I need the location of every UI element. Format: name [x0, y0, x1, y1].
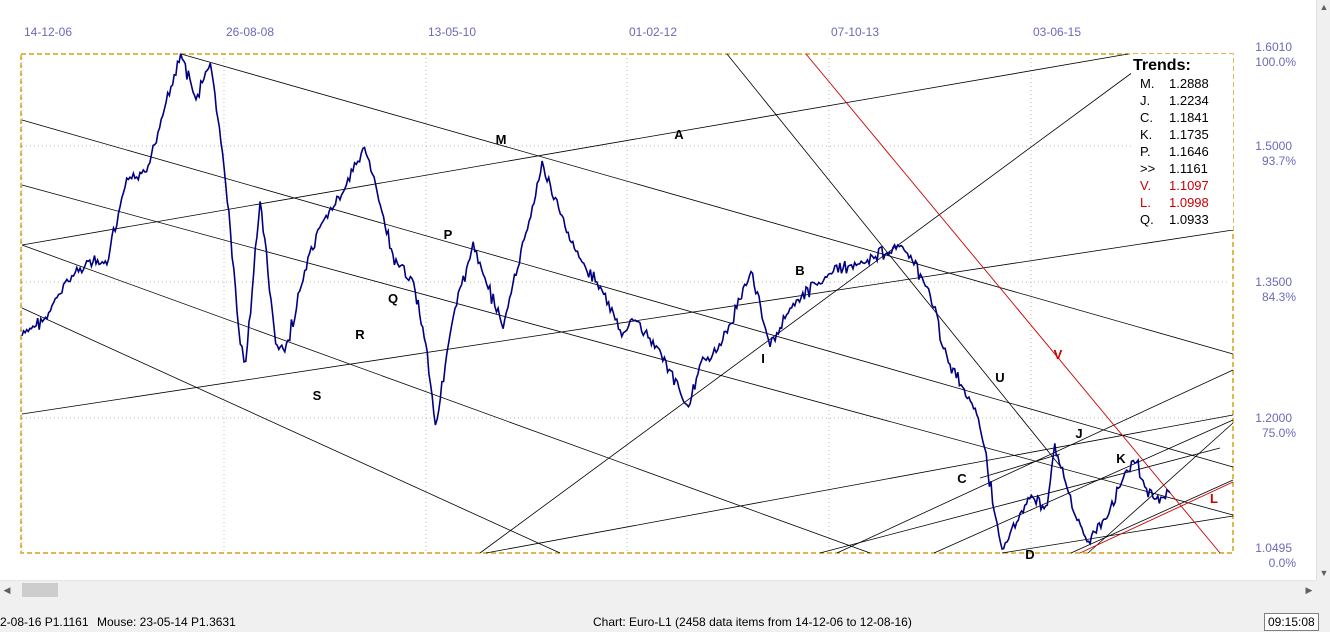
- trends-panel-bg: [1131, 54, 1233, 230]
- y-tick-percent-label: 93.7%: [1262, 154, 1296, 168]
- wave-label-c: C: [957, 471, 967, 486]
- wave-label-b: B: [795, 263, 804, 278]
- status-chart-info: Chart: Euro-L1 (2458 data items from 14-…: [593, 615, 912, 629]
- scroll-up-arrow-icon[interactable]: ▲: [1319, 2, 1329, 12]
- wave-label-j: J: [1075, 426, 1082, 441]
- chart-svg[interactable]: A M P Q R S B I C D U J K V L 14-12-06 26-08-08 13-05-10…: [0, 0, 1316, 580]
- red-trend-line: [805, 53, 1221, 554]
- channel-line: [1070, 479, 1234, 554]
- channel-line: [979, 453, 1061, 479]
- channel-line: [1001, 515, 1234, 554]
- status-mouse-readout: Mouse: 23-05-14 P1.3631: [97, 615, 236, 629]
- wave-label-d: D: [1025, 547, 1034, 562]
- channel-line: [21, 184, 1234, 516]
- channel-line: [819, 447, 1221, 554]
- wave-label-s: S: [313, 388, 322, 403]
- trend-value: 1.2888: [1169, 76, 1209, 91]
- wave-label-u: U: [995, 370, 1004, 385]
- trend-value: 1.1097: [1169, 178, 1209, 193]
- trend-key: V.: [1140, 178, 1151, 193]
- axis-layer: 14-12-06 26-08-08 13-05-10 01-02-12 07-10-13…: [24, 25, 1296, 570]
- channel-line: [1087, 422, 1234, 554]
- y-tick-price-label: 1.3500: [1255, 275, 1292, 289]
- label-layer: A M P Q R S B I C D U J K V L: [313, 127, 1218, 562]
- trend-key: Q.: [1140, 212, 1154, 227]
- y-tick-price-label: 1.5000: [1255, 139, 1292, 153]
- y-tick-percent-label: 84.3%: [1262, 290, 1296, 304]
- wave-label-a: A: [674, 127, 684, 142]
- trend-value: 1.0933: [1169, 212, 1209, 227]
- vertical-scrollbar[interactable]: ▲ ▼: [1316, 0, 1330, 580]
- channel-line: [726, 53, 1061, 467]
- scroll-down-arrow-icon[interactable]: ▼: [1319, 568, 1329, 578]
- channel-line: [21, 53, 1129, 246]
- trend-key: C.: [1140, 110, 1153, 125]
- wave-label-i: I: [761, 351, 765, 366]
- channel-line: [485, 414, 1234, 554]
- trend-key: M.: [1140, 76, 1154, 91]
- wave-label-p: P: [444, 227, 453, 242]
- trend-lines: [21, 53, 1234, 554]
- channel-line: [21, 229, 1234, 415]
- channel-line: [479, 71, 1134, 554]
- chart-area[interactable]: A M P Q R S B I C D U J K V L 14-12-06 26-08-08 13-05-10…: [0, 0, 1316, 580]
- price-layer: [21, 53, 1171, 551]
- trends-panel: Trends: M. 1.2888 J. 1.2234 C. 1.1841 K. 1.1735 P…: [1131, 54, 1233, 230]
- channel-line: [21, 307, 561, 554]
- trend-key: L.: [1140, 195, 1151, 210]
- scroll-left-arrow-icon[interactable]: ◀: [3, 585, 11, 595]
- trend-value: 1.1841: [1169, 110, 1209, 125]
- trends-title: Trends:: [1133, 57, 1191, 74]
- trend-key: K.: [1140, 127, 1152, 142]
- horizontal-scrollbar[interactable]: ◀ ▶: [0, 580, 1316, 599]
- wave-label-m: M: [496, 132, 507, 147]
- trend-key: J.: [1140, 93, 1150, 108]
- trend-key: P.: [1140, 144, 1151, 159]
- wave-label-v: V: [1054, 347, 1063, 362]
- scroll-right-arrow-icon[interactable]: ▶: [1305, 585, 1313, 595]
- x-tick-label: 26-08-08: [226, 25, 274, 39]
- channel-line: [21, 244, 871, 554]
- y-tick-percent-label: 100.0%: [1255, 55, 1296, 69]
- trend-value: 1.1735: [1169, 127, 1209, 142]
- trend-frame: [20, 53, 1234, 554]
- red-trend-line: [1079, 481, 1234, 554]
- trend-value: 1.0998: [1169, 195, 1209, 210]
- frame-layer: [20, 53, 1234, 554]
- y-tick-percent-label: 0.0%: [1269, 556, 1297, 570]
- grid-layer: [21, 54, 1230, 553]
- wave-label-l: L: [1210, 491, 1218, 506]
- wave-label-k: K: [1116, 451, 1126, 466]
- x-tick-label: 14-12-06: [24, 25, 72, 39]
- status-bar: 2-08-16 P1.1161 Mouse: 23-05-14 P1.3631 …: [0, 608, 1330, 632]
- channel-line: [180, 53, 1234, 355]
- y-tick-price-label: 1.0495: [1255, 541, 1292, 555]
- y-tick-price-label: 1.6010: [1255, 40, 1292, 54]
- x-tick-label: 03-06-15: [1033, 25, 1081, 39]
- wave-label-r: R: [355, 327, 365, 342]
- status-clock: 09:15:08: [1264, 613, 1319, 631]
- price-series-line: [21, 53, 1171, 551]
- trend-key: >>: [1140, 161, 1155, 176]
- wave-label-q: Q: [388, 291, 398, 306]
- y-tick-percent-label: 75.0%: [1262, 426, 1296, 440]
- trend-value: 1.2234: [1169, 93, 1209, 108]
- status-last-price: 2-08-16 P1.1161: [0, 615, 89, 629]
- horizontal-scroll-thumb[interactable]: [22, 583, 58, 597]
- x-tick-label: 07-10-13: [831, 25, 879, 39]
- channel-line: [933, 419, 1234, 554]
- trend-value: 1.1646: [1169, 144, 1209, 159]
- x-tick-label: 13-05-10: [428, 25, 476, 39]
- channel-line: [21, 119, 1234, 468]
- y-tick-price-label: 1.2000: [1255, 411, 1292, 425]
- trend-value: 1.1161: [1169, 161, 1208, 176]
- x-tick-label: 01-02-12: [629, 25, 677, 39]
